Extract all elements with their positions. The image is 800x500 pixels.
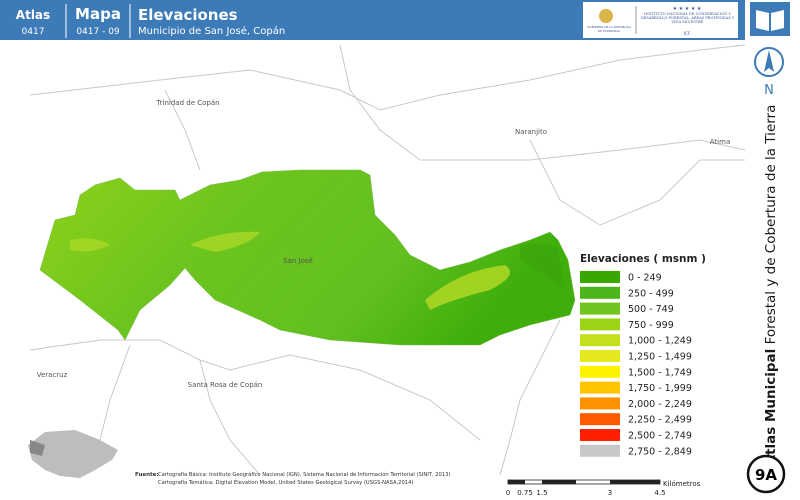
sidebar-title-bold: Atlas Municipal bbox=[763, 349, 779, 466]
legend-swatch bbox=[580, 334, 620, 347]
place-line: Trinidad de Copán bbox=[155, 99, 219, 107]
scale-bar bbox=[507, 479, 661, 485]
badge: 9A bbox=[755, 466, 777, 484]
north-circle bbox=[754, 47, 784, 77]
legend-swatch bbox=[580, 271, 620, 283]
book-icon bbox=[756, 10, 784, 31]
legend-swatch bbox=[580, 429, 620, 441]
legend-label: 250 - 499 bbox=[628, 288, 674, 299]
source-line: Cartografía Temática: Digital Elevation … bbox=[158, 479, 413, 486]
legend-label: 1,500 - 1,749 bbox=[628, 367, 692, 378]
legend-swatch bbox=[580, 365, 620, 378]
legend-label: 1,250 - 1,499 bbox=[628, 352, 692, 363]
logo-icf: ICF bbox=[684, 31, 691, 36]
lowland bbox=[520, 243, 565, 290]
scale-segment bbox=[610, 480, 660, 484]
scale-labels: 0 0.75 1.5 3 4.5 bbox=[506, 489, 666, 497]
logo-left-text: GOBIERNO DE LA REPÚBLICA DE HONDURAS bbox=[587, 25, 631, 33]
legend-swatch bbox=[580, 381, 620, 394]
boundary bbox=[339, 44, 746, 161]
roads bbox=[29, 44, 746, 476]
boundary bbox=[29, 44, 746, 111]
road bbox=[529, 139, 745, 226]
ridge bbox=[70, 238, 110, 252]
legend-label: 0 - 249 bbox=[628, 273, 662, 284]
atlas-code: 0417 bbox=[22, 27, 45, 37]
legend-swatch bbox=[580, 302, 620, 315]
inset-map bbox=[28, 430, 118, 478]
scale-tick-label: 4.5 bbox=[654, 489, 665, 497]
logo-right-text: INSTITUTO NACIONAL DE CONSERVACIÓN Y DES… bbox=[640, 12, 735, 24]
scale-tick-label: 3 bbox=[608, 489, 612, 497]
place-label: San José bbox=[283, 257, 313, 265]
road bbox=[199, 359, 261, 476]
sidebar-title-rest: Forestal y de Cobertura de la Tierra bbox=[763, 105, 779, 345]
map-subtitle: Municipio de San José, Copán bbox=[138, 25, 285, 37]
north-label: N bbox=[764, 83, 774, 98]
badge-circle bbox=[746, 454, 786, 494]
legend-label: 2,000 - 2,249 bbox=[628, 399, 692, 410]
map-label: Mapa bbox=[75, 5, 121, 23]
ridge bbox=[190, 231, 260, 252]
scale-segment bbox=[508, 480, 525, 484]
scale-tick-label: 0 bbox=[506, 489, 510, 497]
place-label: Trinidad de Copán bbox=[155, 99, 219, 107]
logo-emblem bbox=[599, 9, 613, 23]
legend-label: 500 - 749 bbox=[628, 304, 674, 315]
legend: 0 - 249 250 - 499 500 - 749 750 - 999 1,000 … bbox=[580, 271, 692, 457]
scale-tick-label: 0.75 bbox=[517, 489, 533, 497]
scale-unit: Kilómetros bbox=[663, 480, 701, 488]
legend-label: 2,500 - 2,749 bbox=[628, 431, 692, 442]
legend-title: Elevaciones ( msnm ) bbox=[580, 253, 706, 265]
legend-swatch bbox=[580, 413, 620, 426]
legend-swatch bbox=[580, 350, 620, 362]
logo-left: GOBIERNO DE LA REPÚBLICA DE HONDURAS bbox=[587, 25, 631, 33]
legend-label: 1,750 - 1,999 bbox=[628, 383, 692, 394]
logo-right: INSTITUTO NACIONAL DE CONSERVACIÓN Y DES… bbox=[640, 12, 735, 24]
legend-label: 2,750 - 2,849 bbox=[628, 446, 692, 457]
inset-highlight bbox=[30, 440, 45, 456]
legend-label: 1,000 - 1,249 bbox=[628, 336, 692, 347]
source-line: Cartografía Básica: Instituto Geográfico… bbox=[158, 471, 450, 478]
boundary bbox=[29, 339, 481, 441]
legend-swatch bbox=[580, 444, 620, 457]
legend-label: 2,250 - 2,499 bbox=[628, 415, 692, 426]
map-code: 0417 - 09 bbox=[76, 27, 120, 37]
place-label: Atima bbox=[710, 138, 730, 146]
sidebar-title: Atlas Municipal Forestal y de Cobertura … bbox=[763, 105, 779, 466]
place-label: Santa Rosa de Copán bbox=[188, 381, 263, 389]
place-label: Naranjito bbox=[515, 128, 547, 136]
legend-swatch bbox=[580, 397, 620, 410]
ridge bbox=[425, 265, 510, 310]
north-arrow bbox=[764, 50, 774, 72]
legend-swatch bbox=[580, 318, 620, 331]
road bbox=[99, 344, 131, 441]
road bbox=[164, 89, 201, 171]
highlands bbox=[70, 231, 565, 310]
road bbox=[499, 319, 561, 476]
logo-stars: ★ ★ ★ ★ ★ bbox=[673, 6, 702, 12]
legend-swatch bbox=[580, 286, 620, 299]
scale-tick-label: 1.5 bbox=[536, 489, 547, 497]
scale-segment bbox=[542, 480, 576, 484]
place-label: Veracruz bbox=[37, 371, 68, 379]
legend-label: 750 - 999 bbox=[628, 320, 674, 331]
map-title: Elevaciones bbox=[138, 6, 238, 24]
atlas-label: Atlas bbox=[16, 8, 50, 22]
source-label: Fuente: bbox=[135, 472, 159, 478]
